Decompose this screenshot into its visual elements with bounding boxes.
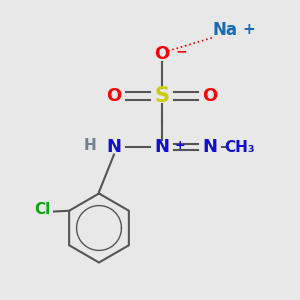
Text: CH₃: CH₃ [225,140,255,154]
Text: O: O [154,45,169,63]
Text: N: N [106,138,122,156]
Text: S: S [154,86,169,106]
Text: O: O [202,87,217,105]
Text: +: + [243,22,255,38]
Text: H: H [84,138,96,153]
Text: +: + [175,139,185,152]
Text: Na: Na [212,21,238,39]
Text: N: N [202,138,217,156]
Text: −: − [176,44,187,58]
Text: Cl: Cl [34,202,50,217]
Text: N: N [154,138,169,156]
Text: O: O [106,87,122,105]
